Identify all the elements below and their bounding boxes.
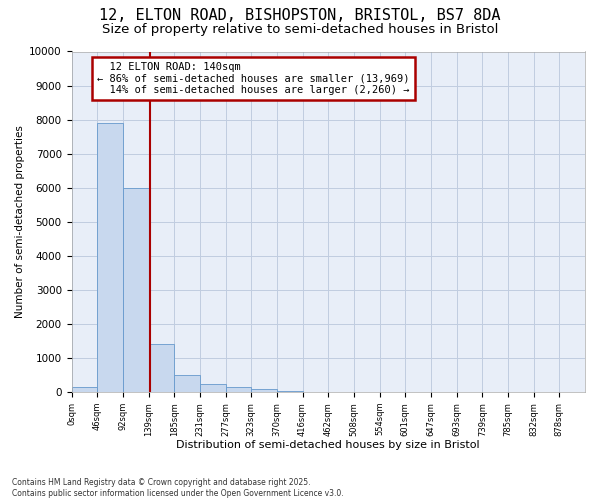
X-axis label: Distribution of semi-detached houses by size in Bristol: Distribution of semi-detached houses by … [176,440,480,450]
Bar [226,387,251,392]
Bar [251,390,277,392]
Bar [200,384,226,392]
Bar [97,123,123,392]
Bar [149,344,174,392]
Text: 12 ELTON ROAD: 140sqm
← 86% of semi-detached houses are smaller (13,969)
  14% o: 12 ELTON ROAD: 140sqm ← 86% of semi-deta… [97,62,410,95]
Text: 12, ELTON ROAD, BISHOPSTON, BRISTOL, BS7 8DA: 12, ELTON ROAD, BISHOPSTON, BRISTOL, BS7… [99,8,501,22]
Text: Size of property relative to semi-detached houses in Bristol: Size of property relative to semi-detach… [102,22,498,36]
Bar [71,387,97,392]
Bar [174,375,200,392]
Bar [123,188,149,392]
Text: Contains HM Land Registry data © Crown copyright and database right 2025.
Contai: Contains HM Land Registry data © Crown c… [12,478,344,498]
Y-axis label: Number of semi-detached properties: Number of semi-detached properties [15,126,25,318]
